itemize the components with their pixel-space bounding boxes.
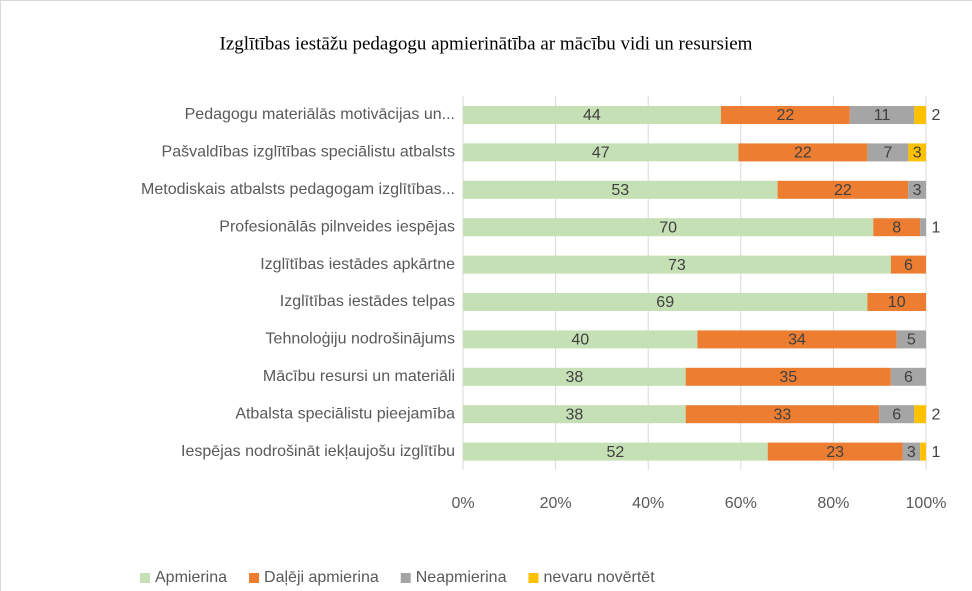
bar-segment	[902, 442, 921, 461]
x-tick-label: 40%	[632, 495, 664, 512]
y-tick-label: Izglītības iestādes telpas	[280, 293, 455, 310]
bar-segment	[463, 330, 698, 349]
bar-segment	[920, 442, 926, 461]
bar-segment	[685, 367, 891, 386]
legend-label: nevaru novērtēt	[543, 569, 655, 586]
data-label: 34	[788, 332, 806, 349]
data-label: 2	[932, 406, 941, 423]
y-tick-label: Metodiskais atbalsts pedagogam izglītība…	[141, 181, 455, 198]
bar-segment	[463, 293, 868, 311]
y-tick-label: Pašvaldības izglītības speciālistu atbal…	[162, 144, 455, 161]
data-label: 6	[904, 257, 913, 274]
data-label: 1	[932, 219, 941, 236]
data-label: 38	[565, 369, 583, 386]
data-label: 47	[592, 145, 610, 162]
y-tick-label: Atbalsta speciālistu pieejamība	[235, 405, 455, 422]
x-tick-label: 80%	[817, 495, 849, 512]
data-label: 6	[892, 406, 901, 423]
data-label: 33	[774, 406, 792, 423]
data-label: 38	[565, 406, 583, 423]
data-label: 10	[888, 294, 906, 311]
data-label: 2	[932, 107, 941, 124]
data-label: 53	[611, 182, 629, 199]
legend-swatch	[400, 573, 411, 583]
x-tick-label: 0%	[451, 495, 474, 512]
y-tick-label: Izglītības iestādes apkārtne	[260, 256, 455, 273]
data-label: 23	[826, 444, 844, 461]
data-label: 44	[583, 107, 601, 124]
legend-label: Apmierina	[155, 569, 227, 586]
data-label: 3	[913, 145, 922, 162]
bar-segment	[890, 255, 926, 274]
data-label: 5	[907, 332, 916, 349]
chart-title: Izglītības iestāžu pedagogu apmierinātīb…	[220, 33, 753, 54]
bar-segment	[873, 218, 921, 237]
bar-segment	[685, 405, 880, 424]
bar-segment	[914, 106, 926, 124]
bar-segment	[896, 330, 926, 349]
data-label: 6	[904, 369, 913, 386]
bar-segment	[867, 143, 909, 162]
x-tick-label: 20%	[540, 495, 572, 512]
data-label: 22	[794, 145, 812, 162]
y-tick-label: Mācību resursi un materiāli	[263, 368, 455, 385]
legend-label: Neapmierina	[416, 569, 507, 586]
y-tick-label: Pedagogu materiālās motivācijas un...	[185, 106, 455, 123]
data-label: 7	[883, 145, 892, 162]
bar-segment	[849, 106, 915, 124]
bar-segment	[463, 367, 686, 386]
data-label: 52	[606, 444, 624, 461]
bar-segment	[908, 143, 926, 162]
data-label: 3	[913, 182, 922, 199]
bar-segment	[908, 180, 926, 199]
data-label: 22	[776, 107, 794, 124]
data-label: 1	[932, 444, 941, 461]
legend-swatch	[249, 573, 260, 583]
bar-segment	[697, 330, 897, 349]
legend-label: Daļēji apmierina	[264, 569, 379, 586]
data-label: 11	[874, 107, 891, 124]
data-label: 69	[656, 294, 674, 311]
data-label: 3	[907, 444, 916, 461]
bar-segment	[767, 442, 903, 461]
bar-segment	[777, 180, 909, 199]
bar-segment	[738, 143, 868, 162]
data-label: 35	[779, 369, 797, 386]
bar-segment	[720, 106, 850, 124]
bar-segment	[463, 255, 891, 274]
bar-segment	[463, 218, 874, 237]
x-tick-label: 60%	[725, 495, 757, 512]
bar-segment	[920, 218, 926, 237]
data-label: 70	[659, 219, 677, 236]
bar-segment	[914, 405, 926, 424]
bar-segment	[867, 293, 926, 311]
data-label: 40	[571, 332, 589, 349]
bar-segment	[879, 405, 915, 424]
y-tick-label: Iespējas nodrošināt iekļaujošu izglītību	[181, 443, 455, 460]
data-label: 8	[892, 219, 901, 236]
data-label: 22	[834, 182, 852, 199]
y-tick-label: Profesionālās pilnveides iespējas	[219, 218, 455, 235]
bar-segment	[890, 367, 926, 386]
data-label: 73	[668, 257, 686, 274]
bar-segment	[463, 442, 768, 461]
x-tick-label: 100%	[906, 495, 947, 512]
bar-segment	[463, 143, 739, 162]
bar-segment	[463, 180, 778, 199]
y-tick-label: Tehnoloģiju nodrošinājums	[266, 330, 455, 348]
legend-swatch	[528, 573, 539, 583]
bar-segment	[463, 106, 721, 124]
bar-segment	[463, 405, 686, 424]
legend-swatch	[140, 573, 150, 583]
